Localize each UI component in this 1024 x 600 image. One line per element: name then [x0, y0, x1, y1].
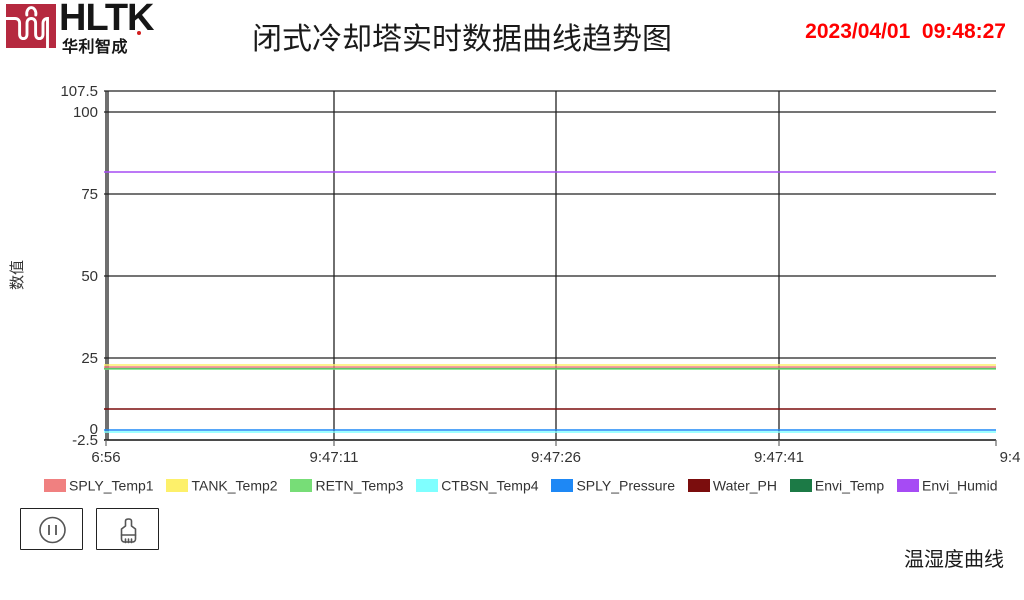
svg-text:9:47:26: 9:47:26 — [531, 449, 581, 466]
svg-text:100: 100 — [73, 104, 98, 121]
svg-text:6:56: 6:56 — [91, 449, 120, 466]
svg-text:9:47:41: 9:47:41 — [754, 449, 804, 466]
svg-text:75: 75 — [81, 186, 98, 203]
svg-text:25: 25 — [81, 350, 98, 367]
svg-text:107.5: 107.5 — [60, 85, 98, 100]
svg-text:数值: 数值 — [9, 260, 26, 290]
svg-text:9:4: 9:4 — [1000, 449, 1021, 466]
svg-text:50: 50 — [81, 268, 98, 285]
svg-text:-2.5: -2.5 — [72, 432, 98, 449]
svg-text:9:47:11: 9:47:11 — [310, 449, 359, 466]
